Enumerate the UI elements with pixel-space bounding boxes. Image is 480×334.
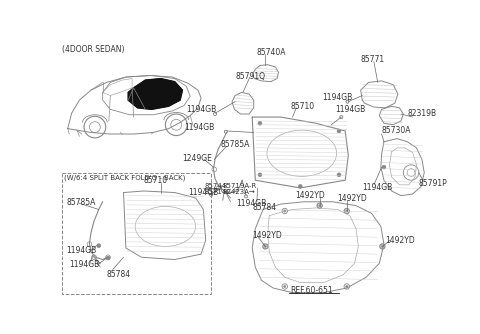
Circle shape <box>318 204 321 207</box>
Circle shape <box>381 245 384 247</box>
Text: 1194GB: 1194GB <box>322 93 352 102</box>
Text: 1492YD: 1492YD <box>252 231 282 240</box>
Text: 1194GB: 1194GB <box>362 183 393 192</box>
Text: 1249GE: 1249GE <box>182 154 212 163</box>
Text: 85784: 85784 <box>107 270 131 279</box>
Text: 85740A: 85740A <box>256 48 286 57</box>
Text: 85714C: 85714C <box>204 189 231 195</box>
Circle shape <box>258 173 262 177</box>
Circle shape <box>258 121 262 125</box>
Text: 82319B: 82319B <box>407 110 436 119</box>
Circle shape <box>337 173 341 177</box>
Text: 85771: 85771 <box>360 55 385 64</box>
Text: 1194GB: 1194GB <box>237 199 267 208</box>
Text: 85719A-R: 85719A-R <box>223 183 257 189</box>
Text: 1194GB: 1194GB <box>186 105 216 114</box>
Circle shape <box>382 165 386 169</box>
Circle shape <box>106 256 110 260</box>
Text: 1492YD: 1492YD <box>337 194 367 203</box>
Text: 1194GB: 1194GB <box>184 123 214 132</box>
Text: 85785A: 85785A <box>220 140 250 149</box>
Text: 85730A: 85730A <box>382 126 411 135</box>
Text: (4DOOR SEDAN): (4DOOR SEDAN) <box>61 45 124 54</box>
Text: 85785A: 85785A <box>66 198 96 207</box>
Text: 85710: 85710 <box>144 176 168 185</box>
Circle shape <box>264 245 266 247</box>
Circle shape <box>298 184 302 188</box>
Circle shape <box>337 129 341 133</box>
Text: (W/6:4 SPLIT BACK FOLD'G - BACK): (W/6:4 SPLIT BACK FOLD'G - BACK) <box>64 174 185 181</box>
Text: 1492YD: 1492YD <box>385 236 415 245</box>
Text: 1194GB: 1194GB <box>188 188 218 197</box>
Text: 85744: 85744 <box>204 183 226 189</box>
Circle shape <box>346 285 348 288</box>
Circle shape <box>284 285 286 288</box>
Polygon shape <box>128 78 182 109</box>
Circle shape <box>284 210 286 212</box>
Text: 85784: 85784 <box>252 203 276 212</box>
Text: 1194GB: 1194GB <box>335 105 365 114</box>
Text: REF.60-651: REF.60-651 <box>290 287 333 296</box>
Text: 85791P: 85791P <box>418 179 447 188</box>
Text: 85710: 85710 <box>291 102 315 111</box>
Text: 85791Q: 85791Q <box>235 72 265 81</box>
Text: 1194GB: 1194GB <box>66 246 96 256</box>
Text: 1194GB: 1194GB <box>69 260 99 269</box>
Text: 1492YD: 1492YD <box>296 191 325 200</box>
Text: 82423A→: 82423A→ <box>223 189 255 195</box>
Circle shape <box>346 210 348 212</box>
Circle shape <box>97 244 101 247</box>
